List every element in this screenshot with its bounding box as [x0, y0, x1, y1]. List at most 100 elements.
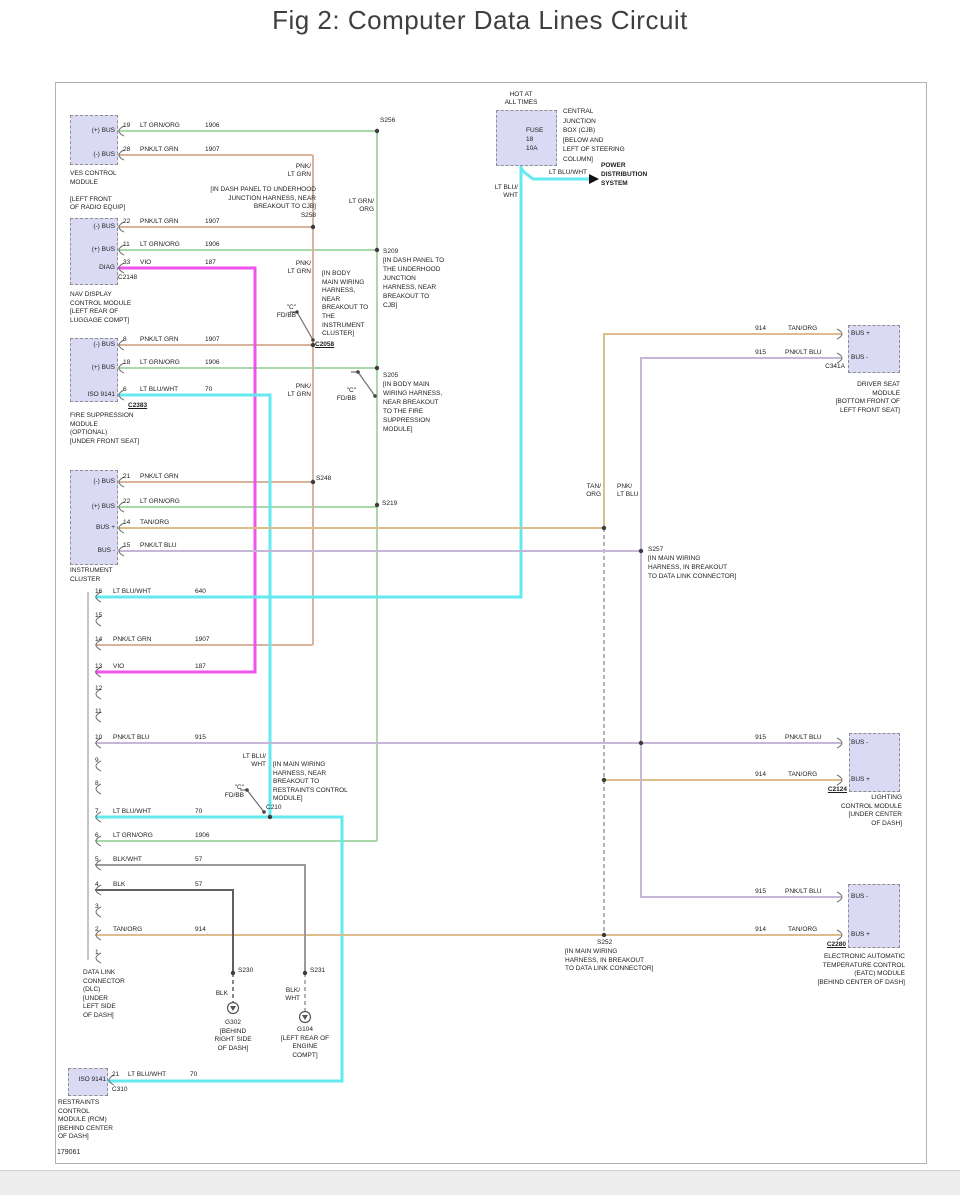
dlc-pin-15: 15	[95, 612, 103, 619]
splice-dot	[374, 502, 380, 508]
dlc-pin-5: 5	[95, 856, 99, 863]
pin-hook	[118, 522, 125, 534]
inline-connector-dot	[245, 788, 249, 792]
lcm-color1: PNK/LT BLU	[785, 734, 822, 741]
splice-dot	[230, 970, 236, 976]
fire-caption: FIRE SUPPRESSION MODULE (OPTIONAL) [UNDE…	[70, 412, 140, 445]
pin-hook	[95, 639, 102, 651]
splice-s257-note: S257 [IN MAIN WIRING HARNESS, IN BREAKOU…	[648, 546, 737, 580]
pin-hook	[95, 811, 102, 823]
rcm-iso: ISO 9141	[78, 1076, 106, 1083]
splice-dot	[374, 365, 380, 371]
dlc-pin-1: 1	[95, 949, 99, 956]
ves-control-module-box	[70, 115, 118, 165]
fire-ckt3: 70	[205, 386, 213, 393]
pin-hook	[95, 906, 102, 918]
dsm-color2: PNK/LT BLU	[785, 349, 822, 356]
dsm-caption: DRIVER SEAT MODULE [BOTTOM FRONT OF LEFT…	[835, 381, 900, 414]
dsm-bus-minus: BUS -	[851, 354, 869, 361]
pin-hook	[95, 688, 102, 700]
ground-blkwht-wire	[95, 864, 306, 973]
rcm-connector: C310	[112, 1086, 128, 1093]
pin-hook	[95, 859, 102, 871]
figure-footer-code: 179061	[57, 1149, 81, 1156]
inline-conn-3-id: C210	[266, 804, 282, 811]
splice-s258-note: [IN DASH PANEL TO UNDERHOOD JUNCTION HAR…	[210, 186, 316, 219]
cjb-caption: CENTRAL JUNCTION BOX (CJB) [BELOW AND LE…	[563, 108, 625, 163]
fire-color2: LT GRN/ORG	[140, 359, 180, 366]
cluster-color2: LT GRN/ORG	[140, 498, 180, 505]
scp-plus-vert-label: TAN/ ORG	[586, 483, 601, 498]
pin-hook	[108, 1074, 115, 1086]
pin-hook	[95, 615, 102, 627]
dlc-5-color: BLK/WHT	[113, 856, 142, 863]
pin-hook	[118, 545, 125, 557]
dlc-7-ckt: 70	[195, 808, 203, 815]
nav-caption: NAV DISPLAY CONTROL MODULE [LEFT REAR OF…	[70, 291, 132, 324]
eatc-caption: ELECTRONIC AUTOMATIC TEMPERATURE CONTROL…	[817, 953, 905, 986]
splice-dot	[310, 224, 316, 230]
central-junction-box	[496, 110, 557, 166]
dlc-14-ckt: 1907	[195, 636, 210, 643]
splice-dot	[267, 814, 273, 820]
pin-hook	[118, 262, 125, 274]
dlc-caption: DATA LINK CONNECTOR (DLC) [UNDER LEFT SI…	[83, 969, 125, 1019]
ves-pin: 19	[123, 122, 131, 129]
dlc-16-ckt: 640	[195, 588, 206, 595]
nav-display-module-box	[70, 218, 118, 285]
dlc-13-color: VIO	[113, 663, 125, 670]
iso-vert-label: LT BLU/ WHT	[242, 753, 266, 768]
eatc-ckt1: 915	[755, 888, 766, 895]
splice-dot	[638, 740, 644, 746]
pin-hook	[95, 711, 102, 723]
eatc-bus-minus: BUS -	[851, 893, 869, 900]
dlc-pin-4: 4	[95, 881, 99, 888]
eatc-ckt2: 914	[755, 926, 766, 933]
fire-connector: C2383	[128, 402, 148, 409]
splice-dot	[302, 970, 308, 976]
battery-feed-wire	[95, 166, 523, 599]
ves-bus-minus: (-) BUS	[93, 151, 115, 158]
splice-s219: S219	[382, 500, 398, 507]
fire-pin2: 18	[123, 359, 131, 366]
dlc-4-color: BLK	[113, 881, 126, 888]
ground-blk-color: BLK	[215, 990, 228, 997]
fire-pin3: 6	[123, 386, 127, 393]
dlc-6-color: LT GRN/ORG	[113, 832, 153, 839]
eatc-module-box	[848, 884, 900, 948]
splice-s256: S256	[380, 117, 396, 124]
cluster-bus-minus: (-) BUS	[93, 478, 115, 485]
iso-dlc-rcm-wire	[95, 815, 344, 1083]
pin-hook	[118, 339, 125, 351]
cluster-scp-plus: BUS +	[96, 524, 115, 531]
nav-pin1: 22	[123, 218, 131, 225]
rcm-color: LT BLU/WHT	[128, 1071, 167, 1078]
ves-bus-plus: (+) BUS	[91, 127, 115, 134]
battery-feed-color: LT BLU/ WHT	[494, 184, 518, 199]
ves-wire-color2: PNK/LT GRN	[140, 146, 179, 153]
ground-splice-s231: S231	[310, 967, 326, 974]
ground-g302-caption: G302 [BEHIND RIGHT SIDE OF DASH]	[214, 1019, 252, 1052]
ves-caption: VES CONTROL MODULE [LEFT FRONT OF RADIO …	[70, 170, 126, 212]
inline-connector	[246, 789, 265, 813]
splice-dot	[601, 777, 607, 783]
splice-dot	[310, 342, 316, 348]
dsm-ckt1: 914	[755, 325, 766, 332]
pin-hook	[836, 737, 843, 749]
can-minus-vert-label-3: PNK/ LT GRN	[287, 383, 311, 398]
ground-splice-s230: S230	[238, 967, 254, 974]
dsm-color1: TAN/ORG	[788, 325, 818, 332]
lcm-color2: TAN/ORG	[788, 771, 818, 778]
dlc-pin-13: 13	[95, 663, 103, 670]
scp-minus-dsm-eatc-wire	[640, 357, 842, 898]
fire-suppression-module-box	[70, 338, 118, 402]
dlc-10-color: PNK/LT BLU	[113, 734, 150, 741]
pin-hook	[95, 666, 102, 678]
nav-color3: VIO	[140, 259, 152, 266]
fire-ckt2: 1906	[205, 359, 220, 366]
inline-connector	[357, 371, 376, 397]
pin-hook	[95, 835, 102, 847]
eatc-bus-plus: BUS +	[851, 931, 870, 938]
pin-hook	[95, 737, 102, 749]
pin-hook	[95, 591, 102, 603]
